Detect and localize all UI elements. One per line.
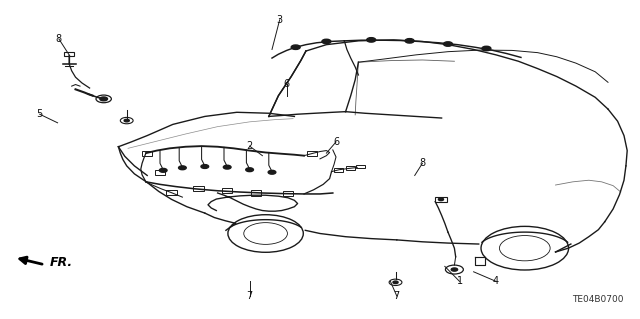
Text: 8: 8 <box>56 34 62 44</box>
Bar <box>155 170 165 175</box>
Circle shape <box>268 170 276 174</box>
Circle shape <box>482 46 491 51</box>
Circle shape <box>223 165 231 169</box>
Circle shape <box>201 165 209 168</box>
Circle shape <box>100 97 108 101</box>
Circle shape <box>179 166 186 170</box>
Circle shape <box>451 268 458 271</box>
Text: 3: 3 <box>276 15 283 25</box>
Circle shape <box>322 39 331 44</box>
Text: 6: 6 <box>284 78 290 89</box>
Circle shape <box>405 39 414 43</box>
Circle shape <box>159 168 167 172</box>
Bar <box>307 151 317 156</box>
Text: 1: 1 <box>456 276 463 286</box>
Bar <box>64 52 74 56</box>
Bar <box>222 188 232 193</box>
Bar <box>356 165 365 168</box>
Circle shape <box>291 45 300 49</box>
Bar <box>346 166 355 170</box>
Circle shape <box>124 119 129 122</box>
Text: 2: 2 <box>246 141 253 151</box>
Circle shape <box>438 198 444 201</box>
Bar <box>142 151 152 156</box>
Text: 6: 6 <box>333 137 339 147</box>
Text: 5: 5 <box>36 109 43 119</box>
Text: TE04B0700: TE04B0700 <box>573 295 624 304</box>
Text: 7: 7 <box>394 291 400 301</box>
Text: 4: 4 <box>493 276 499 286</box>
Circle shape <box>393 281 398 284</box>
Bar <box>166 190 177 195</box>
Bar <box>283 191 293 196</box>
Circle shape <box>367 38 376 42</box>
Circle shape <box>444 42 452 46</box>
Bar <box>435 197 447 202</box>
Text: FR.: FR. <box>50 256 73 269</box>
Bar <box>251 190 261 196</box>
Text: 8: 8 <box>419 158 426 168</box>
Circle shape <box>246 168 253 172</box>
Bar <box>193 186 204 191</box>
Text: 7: 7 <box>246 291 253 301</box>
Bar <box>334 168 343 172</box>
